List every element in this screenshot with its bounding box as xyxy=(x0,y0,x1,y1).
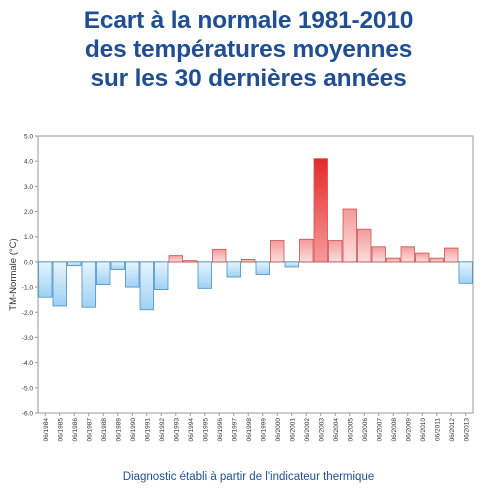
y-tick-label: -2.0 xyxy=(22,310,34,317)
y-tick-label: -6.0 xyxy=(22,411,34,418)
bar-06-1984 xyxy=(38,261,53,298)
bar-06-2010 xyxy=(415,252,430,263)
bar-06-2004 xyxy=(328,240,343,263)
x-tick-label: 06/1996 xyxy=(217,418,224,442)
x-tick-label: 06/2011 xyxy=(434,418,441,441)
bar-06-1996 xyxy=(212,248,227,263)
x-tick-label: 06/2006 xyxy=(362,418,369,442)
bar-06-1991 xyxy=(139,261,154,311)
bar-06-2001 xyxy=(284,261,299,268)
y-axis-label: TM-Normale (°C) xyxy=(8,238,19,310)
bar-06-2013 xyxy=(458,261,473,284)
bar-06-2007 xyxy=(371,246,386,263)
x-tick-label: 06/2005 xyxy=(347,418,354,442)
bar-06-1988 xyxy=(96,261,111,285)
y-tick-label: -5.0 xyxy=(22,385,34,392)
bar-06-2003 xyxy=(313,158,328,263)
x-tick-label: 06/2002 xyxy=(304,418,311,442)
x-tick-label: 06/1997 xyxy=(231,418,238,442)
title-line-1: Ecart à la normale 1981-2010 xyxy=(83,7,414,34)
bar-06-1994 xyxy=(183,260,198,263)
y-tick-label: -4.0 xyxy=(22,360,34,367)
y-tick-label: 0.0 xyxy=(24,259,33,266)
bar-06-1985 xyxy=(52,261,67,307)
x-tick-label: 06/1988 xyxy=(101,418,108,442)
bar-06-2008 xyxy=(386,257,401,263)
x-tick-label: 06/2004 xyxy=(333,418,340,442)
bar-06-1997 xyxy=(226,261,241,278)
title-line-2: des températures moyennes xyxy=(84,36,413,63)
x-tick-label: 06/1991 xyxy=(144,418,151,442)
bar-06-2006 xyxy=(357,228,372,263)
x-tick-label: 06/1990 xyxy=(130,418,137,442)
x-tick-label: 06/2003 xyxy=(318,418,325,442)
bar-06-1990 xyxy=(125,261,140,288)
x-tick-label: 06/1989 xyxy=(115,418,122,442)
x-tick-label: 06/2001 xyxy=(289,418,296,442)
y-tick-label: 5.0 xyxy=(24,134,33,141)
x-tick-label: 06/2000 xyxy=(275,418,282,442)
title-line-3: sur les 30 dernières années xyxy=(90,65,407,92)
x-tick-label: 06/1987 xyxy=(86,418,93,442)
bar-06-1998 xyxy=(241,258,256,263)
y-tick-label: 2.0 xyxy=(24,209,33,216)
x-tick-label: 06/2012 xyxy=(449,418,456,442)
bar-06-2011 xyxy=(429,257,444,263)
x-tick-label: 06/2013 xyxy=(463,418,470,442)
y-tick-label: 4.0 xyxy=(24,159,33,166)
caption: Diagnostic établi à partir de l'indicate… xyxy=(122,471,375,483)
y-tick-label: -3.0 xyxy=(22,335,34,342)
bar-06-2009 xyxy=(400,246,415,263)
bar-06-1986 xyxy=(67,261,82,267)
bar-06-1995 xyxy=(197,261,212,289)
x-tick-label: 06/2010 xyxy=(420,418,427,442)
x-tick-label: 06/1992 xyxy=(159,418,166,442)
x-tick-label: 06/2009 xyxy=(405,418,412,442)
chart-area: 5.0 4.0 3.0 2.0 1.0 0.0 -1.0 -2.0 -3.0 -4.0 -5.0 -6… xyxy=(0,128,497,468)
bar-06-1989 xyxy=(110,261,125,270)
y-tick-label: -1.0 xyxy=(22,285,34,292)
x-tick-label: 06/1995 xyxy=(202,418,209,442)
bar-06-2012 xyxy=(444,247,459,263)
x-tick-label: 06/2007 xyxy=(376,418,383,442)
bar-06-1999 xyxy=(255,261,270,275)
x-tick-label: 06/1985 xyxy=(57,418,64,442)
bar-06-2000 xyxy=(270,240,285,263)
y-tick-label: 3.0 xyxy=(24,184,33,191)
x-tick-label: 06/2008 xyxy=(391,418,398,442)
x-tick-label: 06/1994 xyxy=(188,418,195,442)
x-tick-label: 06/1986 xyxy=(72,418,79,442)
bar-06-2005 xyxy=(342,208,357,263)
bar-chart: 5.0 4.0 3.0 2.0 1.0 0.0 -1.0 -2.0 -3.0 -4.0 -5.0 -6… xyxy=(8,134,474,442)
bar-06-2002 xyxy=(299,238,314,263)
bar-06-1992 xyxy=(154,261,169,291)
x-tick-label: 06/1984 xyxy=(43,418,50,442)
bar-06-1987 xyxy=(81,261,96,308)
x-tick-label: 06/1993 xyxy=(173,418,180,442)
bar-06-1993 xyxy=(168,255,183,263)
y-tick-label: 1.0 xyxy=(24,234,33,241)
x-tick-label: 06/1999 xyxy=(260,418,267,442)
plot-frame xyxy=(37,135,474,414)
chart-title: Ecart à la normale 1981-2010 des tempéra… xyxy=(0,6,497,93)
x-tick-label: 06/1998 xyxy=(246,418,253,442)
